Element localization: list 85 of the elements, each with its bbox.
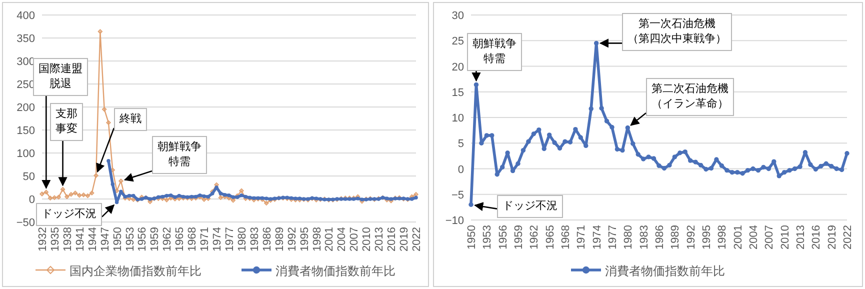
x-tick-label: 2001 xyxy=(324,227,336,252)
x-tick-label: 2016 xyxy=(386,227,398,252)
x-tick-label: 1974 xyxy=(591,225,604,250)
x-tick-label: 1971 xyxy=(576,225,588,250)
y-tick-label: 30 xyxy=(452,10,464,22)
x-tick-label: 2013 xyxy=(374,227,386,252)
x-tick-label: 1965 xyxy=(174,227,186,252)
x-tick-label: 1980 xyxy=(236,227,248,252)
x-tick-label: 2007 xyxy=(764,225,776,250)
legend-label: 国内企業物価指数前年比 xyxy=(70,264,202,278)
y-tick-label: −50 xyxy=(16,217,35,229)
x-tick-label: 1959 xyxy=(513,225,525,250)
annotation: 国際連盟脱退 xyxy=(38,63,82,90)
y-tick-label: 20 xyxy=(452,61,464,74)
x-tick-label: 1995 xyxy=(298,227,311,252)
y-tick-label: 100 xyxy=(16,148,35,160)
x-tick-label: 1983 xyxy=(638,225,650,250)
x-tick-label: 1935 xyxy=(49,227,62,252)
y-tick-label: 15 xyxy=(452,86,464,99)
y-tick-label: 350 xyxy=(16,33,35,45)
x-tick-label: 1998 xyxy=(311,227,324,252)
legend-label: 消費者物価指数前年比 xyxy=(605,264,725,278)
x-tick-label: 1971 xyxy=(199,227,212,252)
y-tick-label: 200 xyxy=(16,102,35,114)
x-tick-label: 2013 xyxy=(795,225,807,250)
x-tick-label: 1956 xyxy=(136,227,149,252)
annotation: 第一次石油危機（第四次中東戦争） xyxy=(622,13,732,51)
legend-label: 消費者物価指数前年比 xyxy=(276,264,396,278)
x-tick-label: 2019 xyxy=(398,227,411,252)
x-tick-label: 1992 xyxy=(685,225,698,250)
x-tick-label: 1953 xyxy=(482,225,494,250)
x-tick-label: 2022 xyxy=(411,227,423,252)
y-tick-label: 25 xyxy=(452,36,464,48)
y-tick-label: 0 xyxy=(28,194,35,206)
x-tick-label: 2010 xyxy=(779,225,792,250)
y-tick-label: 400 xyxy=(16,10,35,22)
y-tick-label: 0 xyxy=(458,164,464,176)
x-tick-label: 1968 xyxy=(560,225,572,250)
x-tick-label: 1941 xyxy=(74,227,86,252)
x-tick-label: 2004 xyxy=(336,227,348,252)
x-tick-label: 1995 xyxy=(701,225,713,250)
x-tick-label: 1980 xyxy=(622,225,635,250)
x-tick-label: 1977 xyxy=(607,225,619,250)
x-tick-label: 1959 xyxy=(149,227,162,252)
x-tick-label: 2010 xyxy=(361,227,374,252)
annotation: 朝鮮戦争特需 xyxy=(152,136,207,174)
y-tick-label: 5 xyxy=(458,138,464,150)
x-tick-label: 1986 xyxy=(654,225,666,250)
x-tick-label: 1962 xyxy=(528,225,541,250)
x-tick-label: 1983 xyxy=(248,227,261,252)
annotation: 第二次石油危機（イラン革命） xyxy=(646,78,734,116)
y-tick-label: 10 xyxy=(452,112,464,124)
annotation: ドッジ不況 xyxy=(36,203,102,226)
x-tick-label: 1989 xyxy=(274,227,286,252)
y-tick-label: −5 xyxy=(451,189,464,202)
x-tick-label: 1968 xyxy=(186,227,199,252)
x-tick-label: 1974 xyxy=(212,227,224,252)
x-tick-label: 1944 xyxy=(86,227,99,252)
y-tick-label: 50 xyxy=(22,171,35,183)
x-tick-label: 1977 xyxy=(224,227,236,252)
y-tick-label: 150 xyxy=(16,125,35,137)
x-tick-label: 1932 xyxy=(37,227,49,252)
x-tick-label: 2007 xyxy=(348,227,361,252)
x-tick-label: 2022 xyxy=(842,225,854,250)
x-tick-label: 1989 xyxy=(670,225,682,250)
annotation: ドッジ不況 xyxy=(497,195,563,218)
x-tick-label: 2019 xyxy=(826,225,838,250)
x-tick-label: 2004 xyxy=(748,225,760,250)
annotation: 朝鮮戦争特需 xyxy=(467,33,522,71)
x-tick-label: 1950 xyxy=(466,225,478,250)
x-tick-label: 1962 xyxy=(162,227,174,252)
x-tick-label: 2016 xyxy=(810,225,823,250)
x-tick-label: 1947 xyxy=(99,227,112,252)
annotation: 終戦 xyxy=(114,108,147,131)
x-tick-label: 2001 xyxy=(732,225,744,250)
x-tick-label: 1956 xyxy=(497,225,510,250)
x-tick-label: 1950 xyxy=(112,227,124,252)
annotation: 支那事変 xyxy=(50,103,83,141)
y-tick-label: −10 xyxy=(445,215,464,227)
x-tick-label: 1986 xyxy=(261,227,274,252)
x-tick-label: 1965 xyxy=(544,225,556,250)
x-tick-label: 1992 xyxy=(286,227,298,252)
x-tick-label: 1998 xyxy=(716,225,729,250)
x-tick-label: 1938 xyxy=(62,227,74,252)
x-tick-label: 1953 xyxy=(124,227,136,252)
